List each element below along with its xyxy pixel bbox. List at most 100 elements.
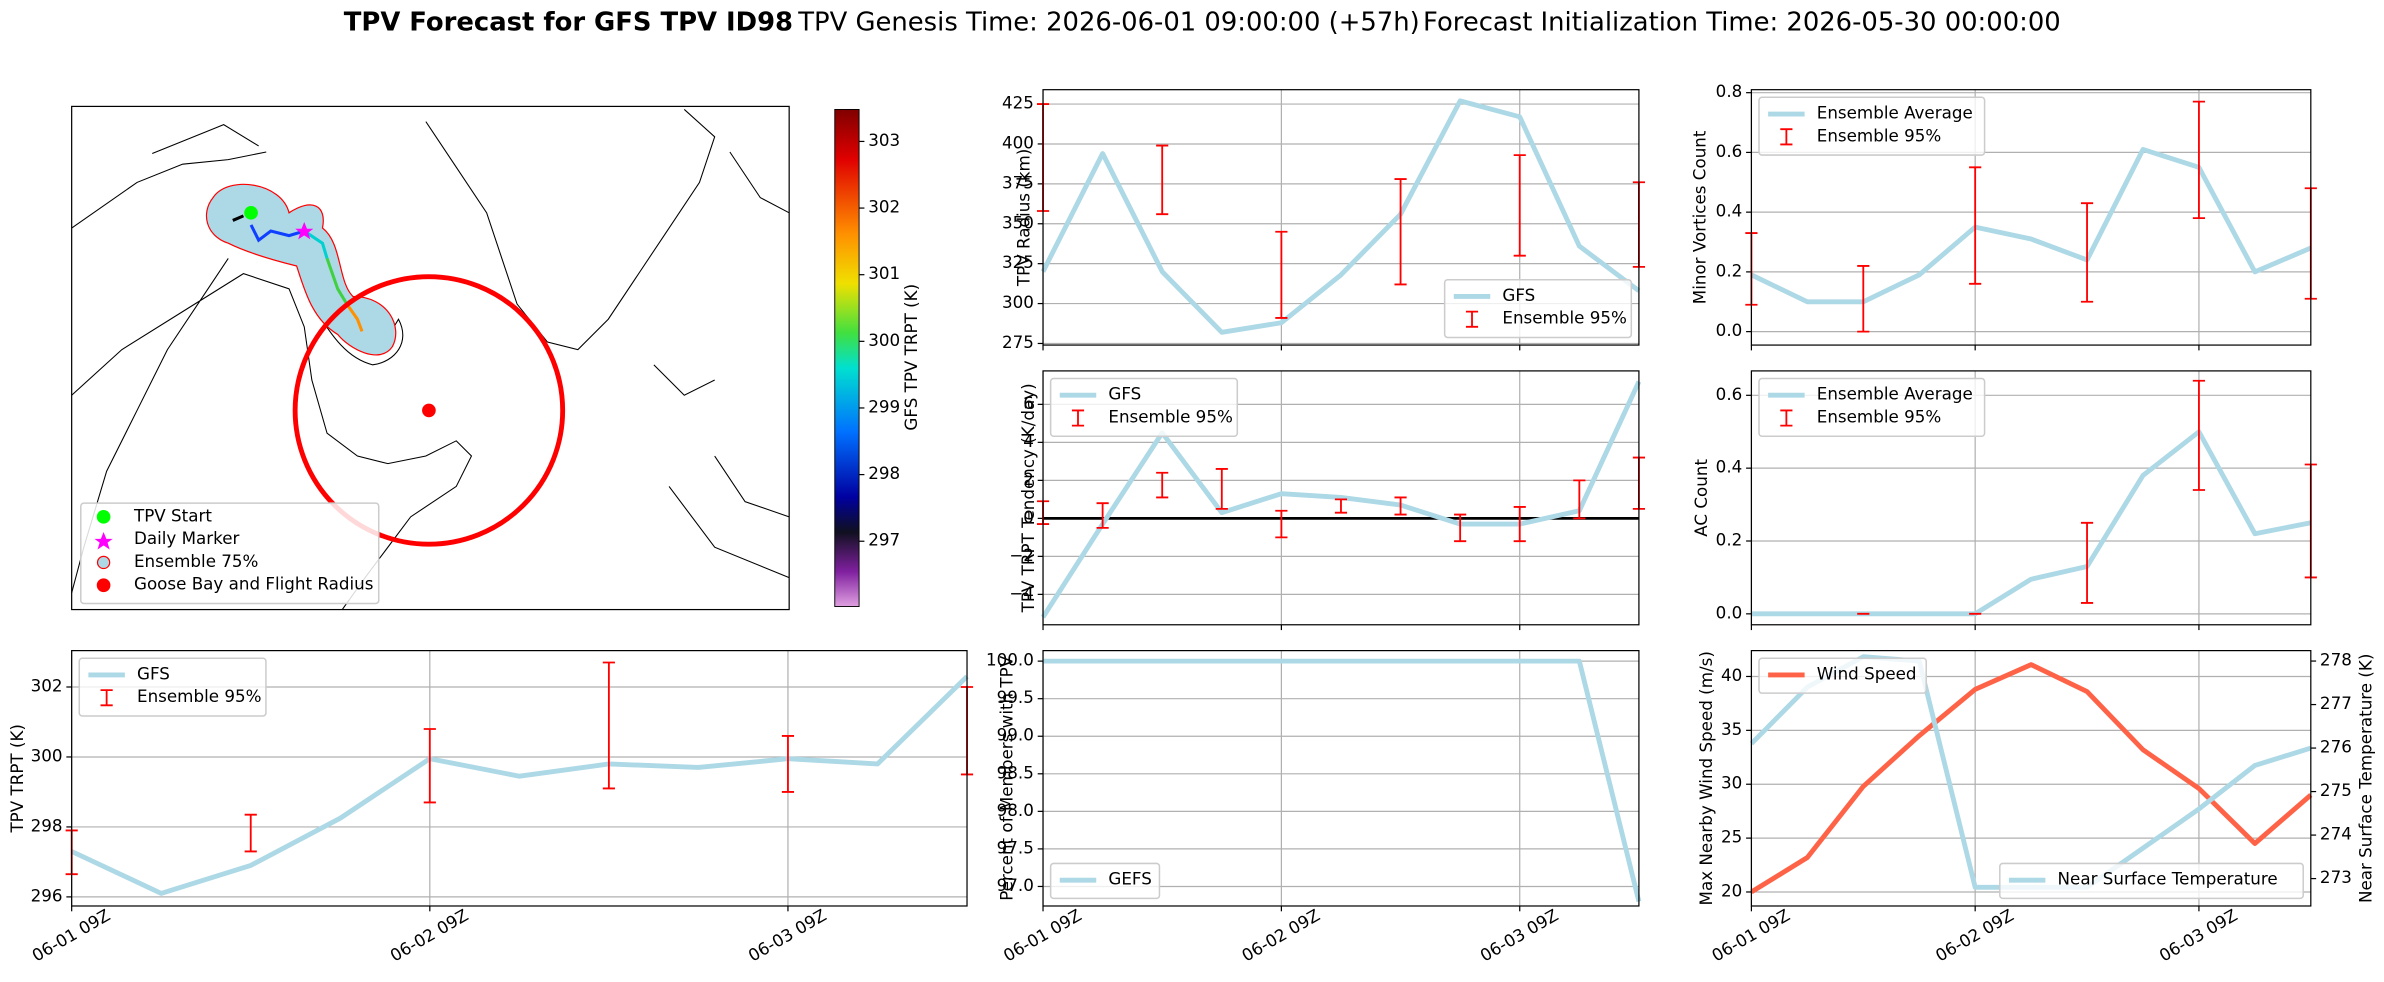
y2-tick-label: 274: [2320, 824, 2352, 844]
axes-frame: [1042, 370, 1640, 626]
x-tick-label: 06-03 09Z: [2156, 905, 2241, 966]
legend-label: Near Surface Temperature: [2058, 869, 2278, 889]
colorbar-tick-label: 302: [868, 197, 900, 217]
error-bar: [1394, 178, 1407, 286]
y-tick-label: 325: [1002, 252, 1034, 272]
axes-frame: [1750, 370, 2312, 626]
error-bar: [1215, 468, 1228, 510]
legend-label: Ensemble 95%: [1502, 308, 1626, 328]
legend: [1758, 96, 1986, 156]
legend: [1999, 862, 2304, 900]
axes: 06-01 09Z 06-02 09Z 06-03 09Z 97.0 97.5 98.0 9…: [986, 650, 1642, 966]
y-tick-label: 4: [1023, 431, 1034, 451]
y-tick-label: 30: [1721, 773, 1742, 793]
colorbar-tick-label: 301: [868, 263, 900, 283]
coastline: [71, 124, 473, 610]
colorbar-label: GFS TPV TRPT (K): [901, 284, 921, 431]
y-tick-label: 0.2: [1716, 260, 1743, 280]
error-bar: [1156, 471, 1169, 499]
error-bar: [781, 735, 795, 793]
legend-marker: [96, 555, 111, 570]
x-tick-label: 06-02 09Z: [387, 905, 472, 966]
axes: 0.0 0.2 0.4 0.6 AC Count Ensemble Average Ense…: [1691, 370, 2317, 631]
y-tick-label: −4: [1009, 583, 1034, 603]
y-tick-label: −2: [1009, 545, 1034, 565]
axes-frame: [1042, 89, 1640, 346]
legend-label: Ensemble Average: [1817, 384, 1973, 404]
y-axis-label: TPV TRPT (K): [7, 724, 27, 834]
axes-frame: [1042, 650, 1640, 907]
x-tick-label: 06-01 09Z: [1708, 905, 1793, 966]
y-axis-label: Percent of Members with TPV: [997, 655, 1017, 901]
track: [345, 303, 364, 332]
legend-label: Ensemble Average: [1817, 103, 1973, 123]
y-tick-label: 99.5: [997, 687, 1034, 707]
y-tick-label: 375: [1002, 172, 1034, 192]
error-bar: [1969, 166, 1982, 285]
series-line: [1040, 98, 1641, 335]
y-tick-label: 0.6: [1716, 141, 1743, 161]
track: [303, 229, 329, 259]
y2-tick-label: 275: [2320, 780, 2352, 800]
axes-frame: [1750, 89, 2312, 346]
error-bar: [1513, 154, 1526, 257]
error-bar: [1857, 265, 1870, 333]
legend: [1758, 377, 1986, 438]
error-bar: [2080, 202, 2094, 303]
y-axis-label: Max Nearby Wind Speed (m/s): [1696, 651, 1716, 905]
y-axis-label: TPV Radius (km): [1013, 149, 1033, 287]
y-axis-label: TPV TRPT Tendency (K/day): [1018, 383, 1038, 613]
colorbar-tick-label: 297: [868, 530, 900, 550]
map: TPV Start Daily Marker Ensemble 75% Goos…: [71, 105, 921, 611]
error-bar: [1394, 496, 1407, 516]
y-tick-label: 302: [31, 675, 63, 695]
goose-bay: [422, 403, 436, 418]
coastline: [311, 109, 790, 579]
error-bar: [1334, 498, 1348, 514]
error-bar: [1454, 513, 1467, 543]
y-tick-label: 98.0: [997, 800, 1034, 820]
series-line: [1751, 429, 2312, 617]
error-bar: [1275, 509, 1288, 539]
legend-marker: [1071, 409, 1085, 427]
y2-tick-label: 278: [2320, 650, 2352, 670]
y-tick-label: 2: [1023, 469, 1034, 489]
y-tick-label: 25: [1721, 827, 1742, 847]
legend: [1443, 278, 1633, 339]
y-tick-label: 100.0: [986, 650, 1034, 670]
error-bar: [1573, 479, 1586, 520]
legend: [78, 657, 267, 717]
error-bar: [244, 813, 257, 853]
y-tick-label: 0.0: [1716, 602, 1743, 622]
y-tick-label: 300: [1002, 292, 1034, 312]
genesis-time: TPV Genesis Time: 2026-06-01 09:00:00 (+…: [797, 7, 1419, 37]
error-bar: [423, 728, 436, 804]
legend-label: Ensemble 95%: [1108, 407, 1232, 427]
colorbar-tick-label: 298: [868, 463, 900, 483]
y-tick-label: 0.4: [1716, 457, 1743, 477]
legend-label: GFS: [137, 663, 170, 683]
colorbar-tick-label: 300: [868, 330, 900, 350]
y-axis-label: Minor Vortices Count: [1690, 130, 1710, 304]
y-tick-label: 400: [1002, 132, 1034, 152]
x-tick-label: 06-01 09Z: [28, 905, 113, 966]
legend-marker: [1465, 310, 1479, 328]
error-bar: [1096, 502, 1109, 529]
y-tick-label: 425: [1002, 93, 1034, 113]
axes: 06-01 09Z 06-02 09Z 06-03 09Z 20 25 30 35 40 273…: [1696, 650, 2376, 966]
y-tick-label: 97.0: [997, 875, 1034, 895]
y2-tick-label: 273: [2320, 867, 2352, 887]
legend-label: Ensemble 95%: [137, 686, 261, 706]
error-bar: [602, 661, 615, 790]
x-tick-label: 06-01 09Z: [1000, 905, 1085, 966]
error-bar: [2192, 100, 2206, 220]
y-tick-label: 6: [1023, 393, 1034, 413]
legend-marker: [1780, 409, 1793, 427]
axes: 275 300 325 350 375 400 425 TPV Radius (km) GFS E…: [1002, 89, 1645, 352]
y2-axis-label: Near Surface Temperature (K): [2356, 654, 2376, 903]
y-tick-label: 0.6: [1716, 384, 1743, 404]
track: [249, 224, 305, 243]
legend-label: GFS: [1108, 384, 1141, 404]
